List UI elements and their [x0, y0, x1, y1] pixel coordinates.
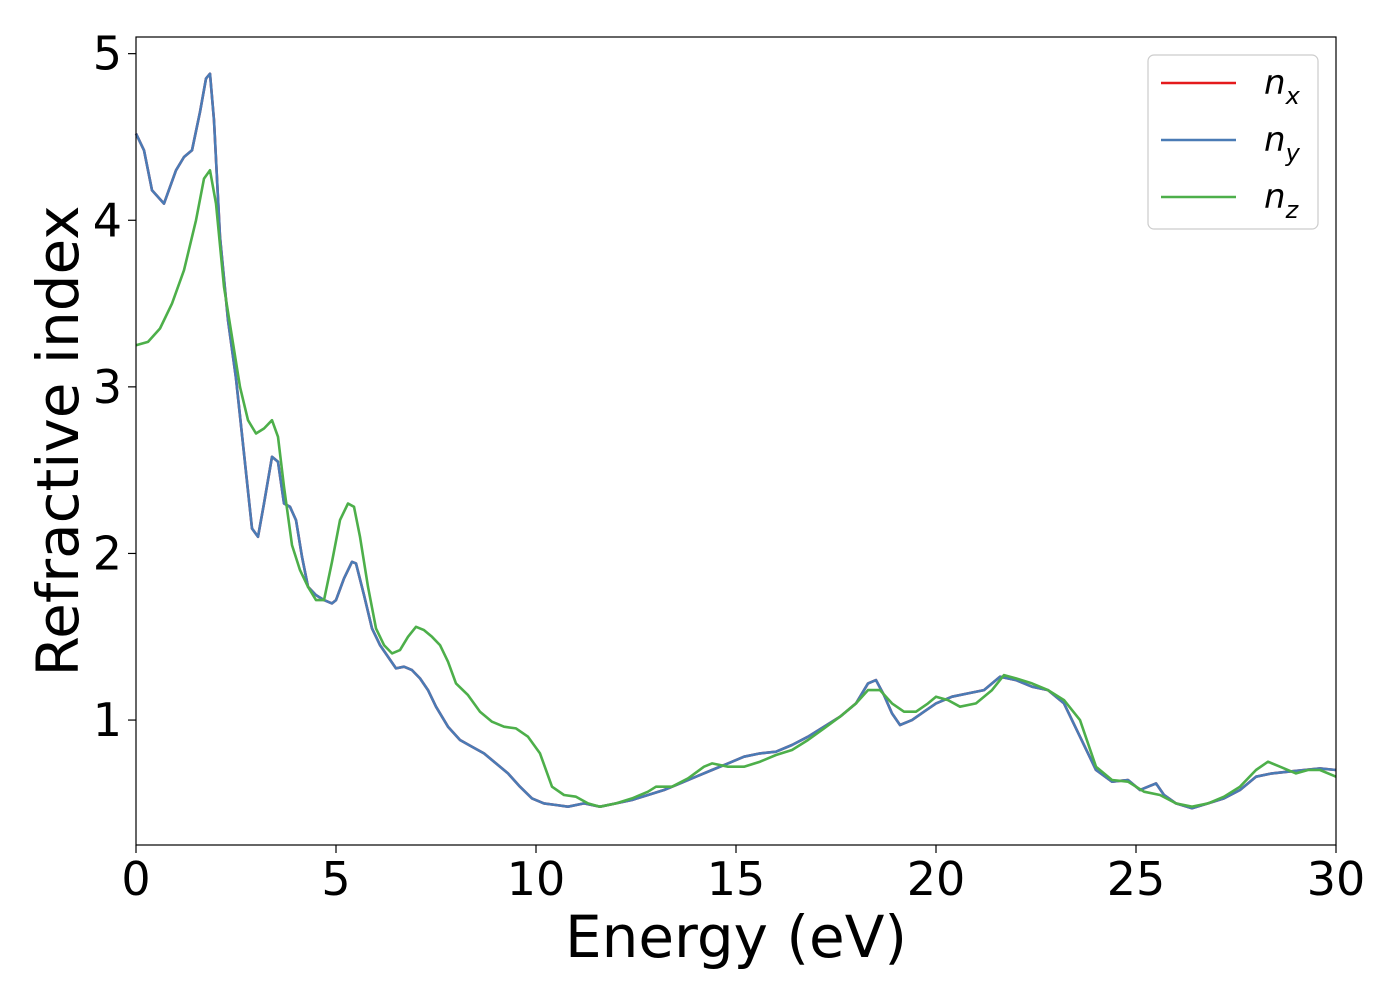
x-axis-title: Energy (eV) [565, 903, 907, 971]
x-tick-label: 30 [1307, 852, 1366, 906]
legend-label-nx: nx [1264, 63, 1301, 110]
y-tick-label: 4 [93, 193, 122, 247]
legend-entries: nx ny nz [1161, 63, 1301, 224]
y-tick-label: 3 [93, 360, 122, 414]
y-tick-label: 5 [93, 27, 122, 81]
y-tick-label: 1 [93, 693, 122, 747]
x-tick-label: 25 [1107, 852, 1166, 906]
series-layer [134, 72, 1337, 810]
legend-label-ny: ny [1264, 120, 1301, 167]
legend: nx ny nz [1147, 54, 1319, 230]
x-tick-label: 10 [507, 852, 566, 906]
series-line-nz [135, 169, 1337, 808]
x-tick-label: 5 [321, 852, 350, 906]
legend-label-nz: nz [1264, 177, 1300, 224]
y-axis-ticks: 1 2 3 4 5 [93, 27, 136, 747]
legend-box [1147, 54, 1319, 230]
x-tick-label: 20 [907, 852, 966, 906]
x-axis-ticks: 0 5 10 15 20 25 30 [121, 845, 1365, 906]
series-line-ny [134, 72, 1337, 810]
y-axis-title: Refractive index [24, 205, 92, 676]
x-tick-label: 15 [707, 852, 766, 906]
y-tick-label: 2 [93, 526, 122, 580]
x-tick-label: 0 [121, 852, 150, 906]
